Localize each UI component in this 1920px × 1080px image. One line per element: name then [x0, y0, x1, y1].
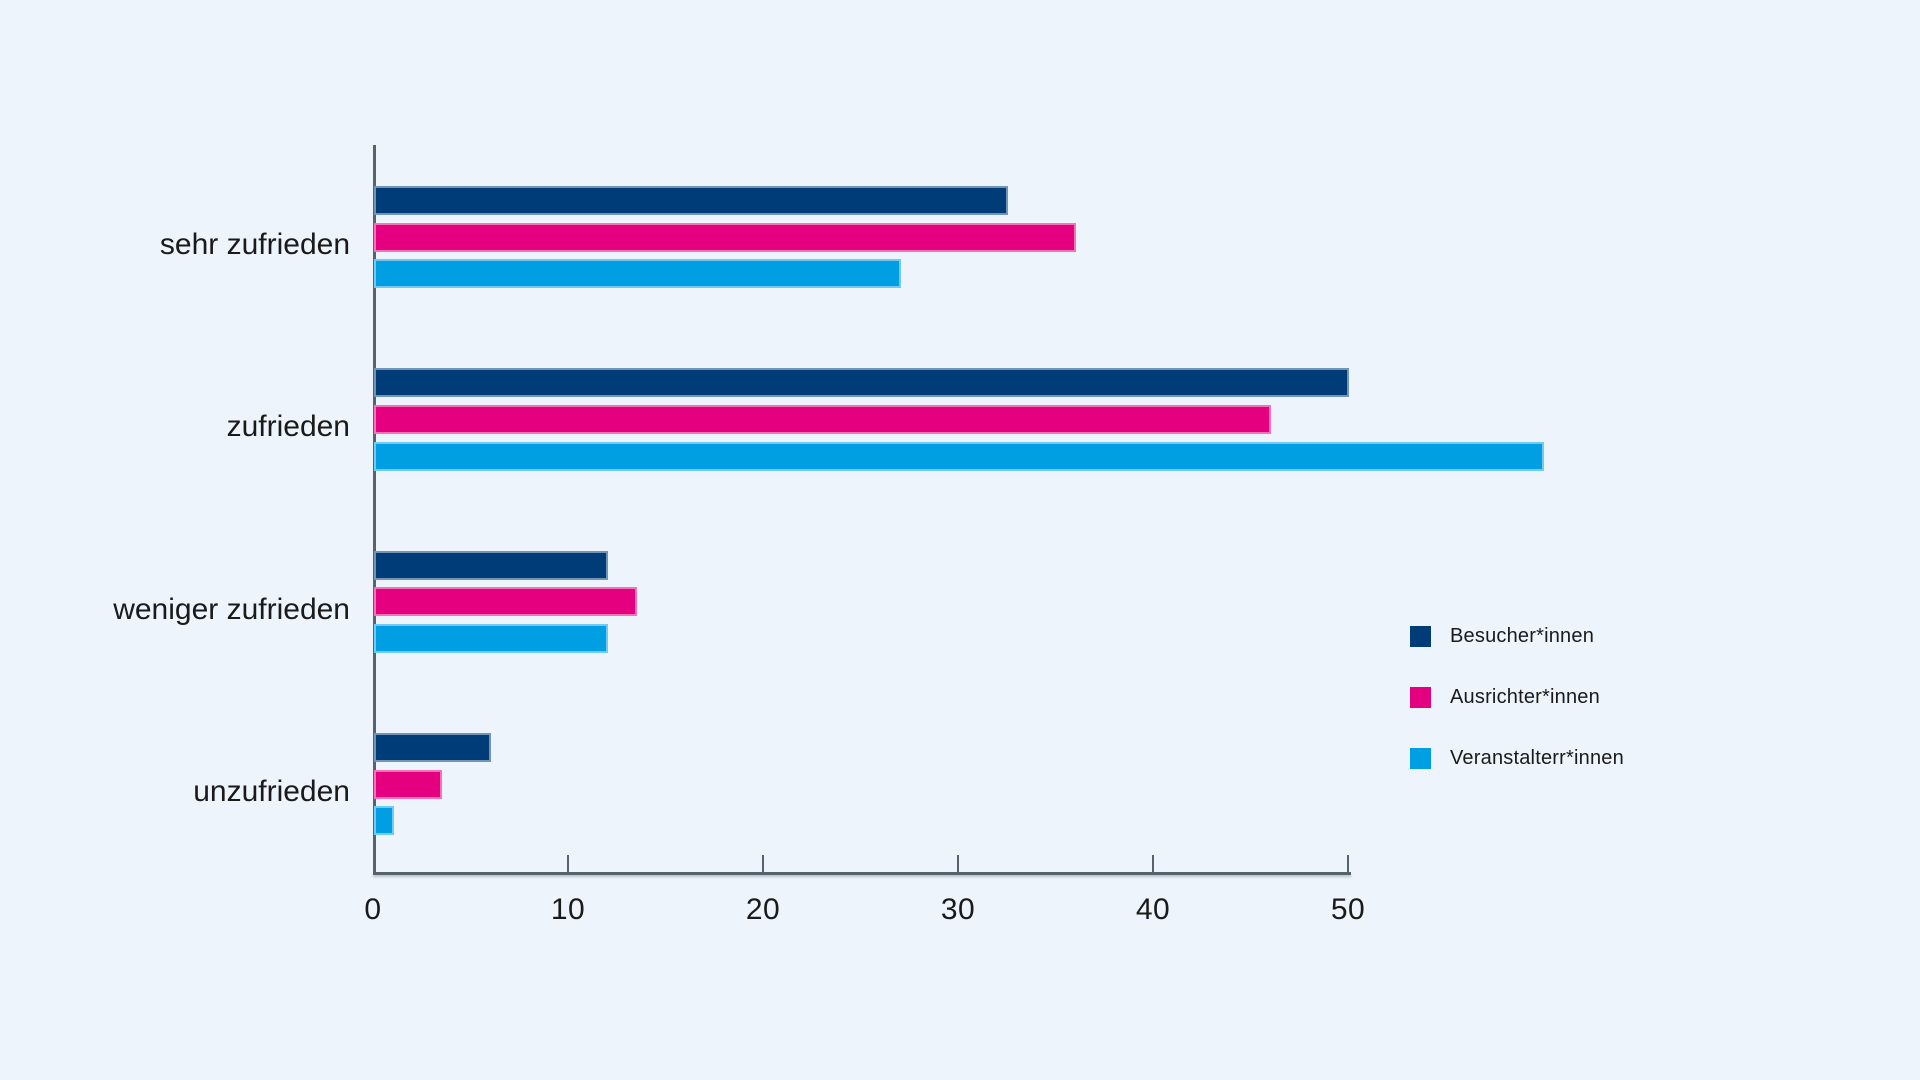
- x-tick-mark-40: [1152, 855, 1154, 872]
- legend-label: Besucher*innen: [1450, 625, 1595, 647]
- x-tick-label-40: 40: [1135, 893, 1171, 926]
- x-tick-label-20: 20: [745, 893, 781, 926]
- legend-label: Veranstalterr*innen: [1450, 747, 1624, 769]
- x-tick-label-0: 0: [364, 893, 382, 926]
- legend-swatch-icon: [1410, 687, 1431, 708]
- y-axis-line: [373, 145, 376, 875]
- bar-ausrichter-innen-unzufrieden: [374, 770, 442, 799]
- x-tick-mark-30: [957, 855, 959, 872]
- category-label-sehr-zufrieden: sehr zufrieden: [159, 228, 350, 261]
- x-tick-label-30: 30: [940, 893, 976, 926]
- category-label-zufrieden: zufrieden: [226, 410, 350, 443]
- x-tick-mark-20: [762, 855, 764, 872]
- bar-veranstalterr-innen-unzufrieden: [374, 806, 394, 835]
- x-tick-mark-50: [1347, 855, 1349, 872]
- bar-besucher-innen-unzufrieden: [374, 733, 491, 762]
- bar-ausrichter-innen-zufrieden: [374, 405, 1271, 434]
- category-label-weniger-zufrieden: weniger zufrieden: [113, 593, 350, 626]
- x-tick-label-50: 50: [1330, 893, 1366, 926]
- x-tick-mark-10: [567, 855, 569, 872]
- legend-item-veranstalterr-innen: Veranstalterr*innen: [1410, 747, 1624, 769]
- legend-label: Ausrichter*innen: [1450, 686, 1600, 708]
- x-axis-line: [373, 872, 1351, 875]
- bar-veranstalterr-innen-weniger-zufrieden: [374, 624, 608, 653]
- bar-besucher-innen-weniger-zufrieden: [374, 551, 608, 580]
- bar-ausrichter-innen-sehr-zufrieden: [374, 223, 1076, 252]
- legend: Besucher*innen Ausrichter*innen Veranstalt…: [1410, 625, 1624, 809]
- x-tick-label-10: 10: [550, 893, 586, 926]
- legend-item-besucher-innen: Besucher*innen: [1410, 625, 1624, 647]
- bar-besucher-innen-zufrieden: [374, 368, 1349, 397]
- legend-swatch-icon: [1410, 626, 1431, 647]
- bar-ausrichter-innen-weniger-zufrieden: [374, 587, 637, 616]
- category-label-unzufrieden: unzufrieden: [193, 775, 350, 808]
- bar-veranstalterr-innen-sehr-zufrieden: [374, 259, 901, 288]
- bar-besucher-innen-sehr-zufrieden: [374, 186, 1008, 215]
- legend-swatch-icon: [1410, 748, 1431, 769]
- legend-item-ausrichter-innen: Ausrichter*innen: [1410, 686, 1624, 708]
- bar-veranstalterr-innen-zufrieden: [374, 442, 1544, 471]
